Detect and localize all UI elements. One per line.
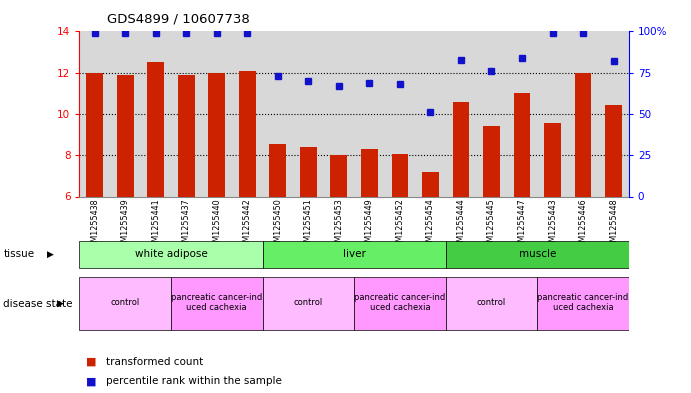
Text: muscle: muscle [518,249,556,259]
Bar [453,101,469,196]
Text: ■: ■ [86,356,97,367]
Text: pancreatic cancer-ind
uced cachexia: pancreatic cancer-ind uced cachexia [171,293,263,312]
Text: control: control [111,298,140,307]
Text: transformed count: transformed count [106,356,203,367]
Text: GDS4899 / 10607738: GDS4899 / 10607738 [107,13,249,26]
Bar [79,277,171,331]
Bar [446,277,538,331]
Text: ▶: ▶ [47,250,54,259]
Bar [330,155,348,196]
Text: disease state: disease state [3,299,73,309]
Bar [354,277,446,331]
Bar [422,172,439,196]
Bar [575,73,591,196]
Bar [263,277,354,331]
Bar [446,241,629,268]
Bar [147,62,164,196]
Text: pancreatic cancer-ind
uced cachexia: pancreatic cancer-ind uced cachexia [354,293,446,312]
Bar [86,73,103,196]
Bar [392,154,408,196]
Bar [483,127,500,196]
Text: tissue: tissue [3,250,35,259]
Bar [263,241,446,268]
Bar [544,123,561,196]
Text: pancreatic cancer-ind
uced cachexia: pancreatic cancer-ind uced cachexia [538,293,629,312]
Bar [538,277,629,331]
Text: liver: liver [343,249,366,259]
Text: control: control [294,298,323,307]
Text: ■: ■ [86,376,97,386]
Text: ▶: ▶ [57,299,64,308]
Bar [361,149,378,196]
Bar [209,73,225,196]
Bar [300,147,316,196]
Bar [605,105,622,196]
Bar [178,75,195,196]
Bar [239,71,256,196]
Bar [117,75,133,196]
Bar [171,277,263,331]
Text: percentile rank within the sample: percentile rank within the sample [106,376,282,386]
Text: white adipose: white adipose [135,249,207,259]
Bar [513,94,531,196]
Bar [269,144,286,196]
Bar [79,241,263,268]
Text: control: control [477,298,506,307]
